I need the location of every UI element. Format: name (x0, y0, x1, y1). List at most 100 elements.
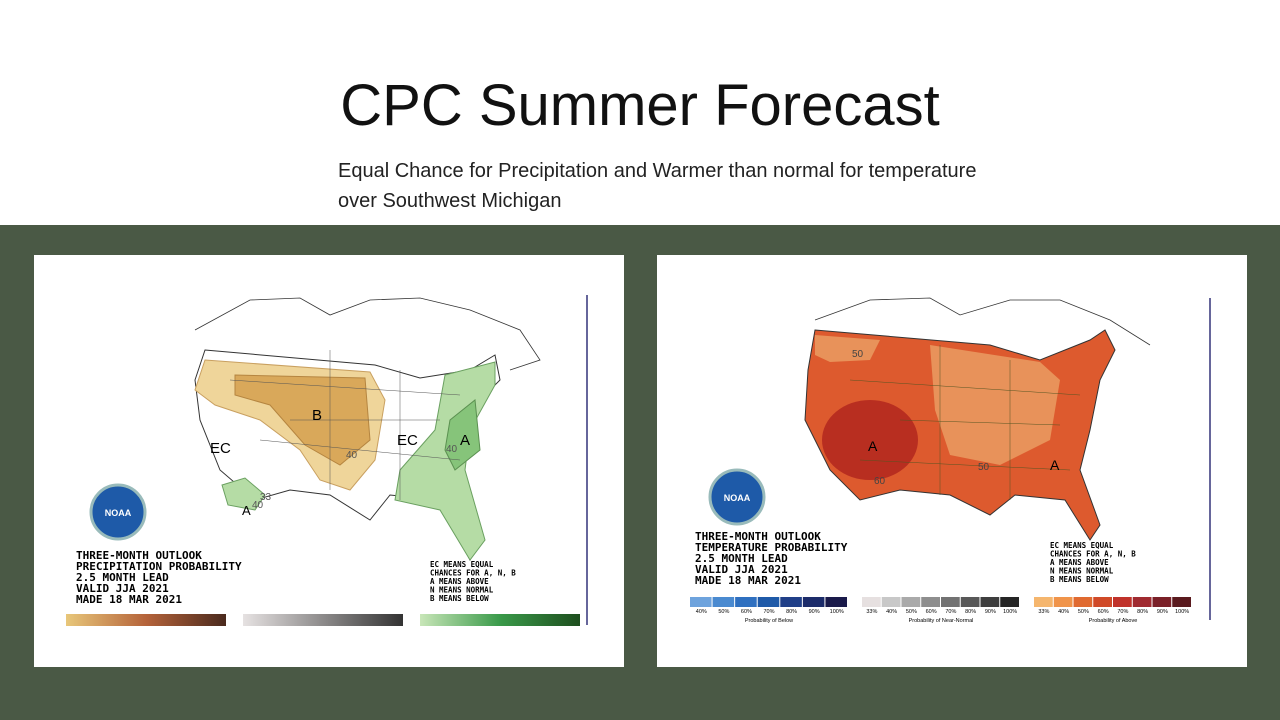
caption-line: 2.5 MONTH LEAD (76, 571, 169, 584)
scale-tick: 70% (1117, 609, 1128, 615)
legend-line: N MEANS NORMAL (1050, 567, 1114, 576)
scale-tick: 100% (830, 609, 844, 615)
scale-box (825, 597, 847, 607)
caption-line: VALID JJA 2021 (695, 563, 788, 576)
probability-scales: 40% 50% 60% 70% 80% 90% 100% Probability of Bel… (690, 597, 1191, 624)
region-label: A (868, 438, 878, 454)
canada-outline (194, 297, 541, 371)
caption-line: MADE 18 MAR 2021 (695, 574, 801, 587)
scale-box (1152, 597, 1172, 607)
scale-tick: 80% (1137, 609, 1148, 615)
scale-tick: 70% (945, 609, 956, 615)
legend-line: B MEANS BELOW (1050, 575, 1109, 584)
scale-box (1113, 597, 1132, 607)
contour-label: 60 (874, 476, 886, 487)
color-bar (243, 614, 403, 626)
color-bars (66, 614, 580, 626)
scale-box (780, 597, 802, 607)
scale-box (1132, 597, 1152, 607)
legend-line: A MEANS ABOVE (430, 577, 489, 586)
caption-line: PRECIPITATION PROBABILITY (76, 560, 242, 573)
contour-label: 33 (260, 492, 272, 503)
contour-label: 50 (978, 462, 990, 473)
scale-tick: 70% (763, 609, 774, 615)
scale-tick: 40% (696, 609, 707, 615)
legend-line: N MEANS NORMAL (430, 586, 494, 595)
subtitle-line: over Southwest Michigan (338, 190, 561, 212)
contour-label: 50 (852, 349, 864, 360)
legend-line: CHANCES FOR A, N, B (430, 569, 516, 578)
scale-tick: 50% (718, 609, 729, 615)
color-bar (420, 614, 580, 626)
state-lines (229, 350, 461, 500)
temp-panel: A A 50 60 50 NOAA THREE-MONTH OUTLOOKTEM… (657, 255, 1247, 667)
above-area-40 (815, 335, 880, 362)
scale-box (1000, 597, 1019, 607)
scale-box (862, 597, 881, 607)
subtitle-line: Equal Chance for Precipitation and Warme… (338, 160, 976, 182)
scale-box (802, 597, 825, 607)
scale-box (901, 597, 921, 607)
above-area-40 (930, 345, 1060, 465)
scale-tick: 100% (1175, 609, 1189, 615)
scale-tick: 33% (1038, 609, 1049, 615)
scale-tick: 80% (965, 609, 976, 615)
caption-line: THREE-MONTH OUTLOOK (695, 530, 821, 543)
contour-label: 40 (446, 444, 458, 455)
scale-tick: 90% (809, 609, 820, 615)
canada-outline (814, 297, 1151, 346)
scale-box (881, 597, 901, 607)
legend-line: CHANCES FOR A, N, B (1050, 550, 1136, 559)
scale-tick: 50% (1078, 609, 1089, 615)
scale-tick: 60% (741, 609, 752, 615)
scale-box (1093, 597, 1112, 607)
region-label: B (312, 407, 322, 424)
noaa-logo (89, 483, 147, 541)
scale-box (735, 597, 757, 607)
contour-label: 40 (252, 500, 264, 511)
scale-tick: 50% (906, 609, 917, 615)
scale-tick: 60% (926, 609, 937, 615)
region-label: A (242, 503, 251, 518)
scale-box (960, 597, 980, 607)
noaa-logo (708, 468, 766, 526)
scale-box (980, 597, 1000, 607)
scale-box (1073, 597, 1093, 607)
region-label: A (460, 432, 470, 449)
caption-line: TEMPERATURE PROBABILITY (695, 541, 848, 554)
caption-line: VALID JJA 2021 (76, 582, 169, 595)
caption-line: THREE-MONTH OUTLOOK (76, 549, 202, 562)
legend-line: EC MEANS EQUAL (430, 560, 494, 569)
above-area-60 (822, 400, 918, 480)
scale-box (712, 597, 735, 607)
scale-tick: 40% (886, 609, 897, 615)
logo-text: NOAA (105, 508, 132, 518)
scale-box (1053, 597, 1073, 607)
legend-line: EC MEANS EQUAL (1050, 541, 1114, 550)
region-label: EC (210, 440, 231, 457)
contour-label: 40 (346, 450, 358, 461)
scale-name: Probability of Above (1089, 618, 1138, 624)
scale-box (690, 597, 712, 607)
legend-line: A MEANS ABOVE (1050, 558, 1109, 567)
scale-tick: 90% (985, 609, 996, 615)
above-area-40 (444, 399, 481, 471)
scale-name: Probability of Near-Normal (909, 618, 974, 624)
scale-box (921, 597, 940, 607)
precip-panel: EC B EC A A 40 33 40 40 NOAA THREE-MONTH… (34, 255, 624, 667)
scale-tick: 80% (786, 609, 797, 615)
above-area (221, 477, 266, 511)
state-lines (849, 345, 1081, 500)
scale-box (757, 597, 780, 607)
scale-tick: 60% (1098, 609, 1109, 615)
scale-box (1172, 597, 1191, 607)
scale-tick: 100% (1003, 609, 1017, 615)
scale-name: Probability of Below (745, 618, 793, 624)
color-bar (66, 614, 226, 626)
